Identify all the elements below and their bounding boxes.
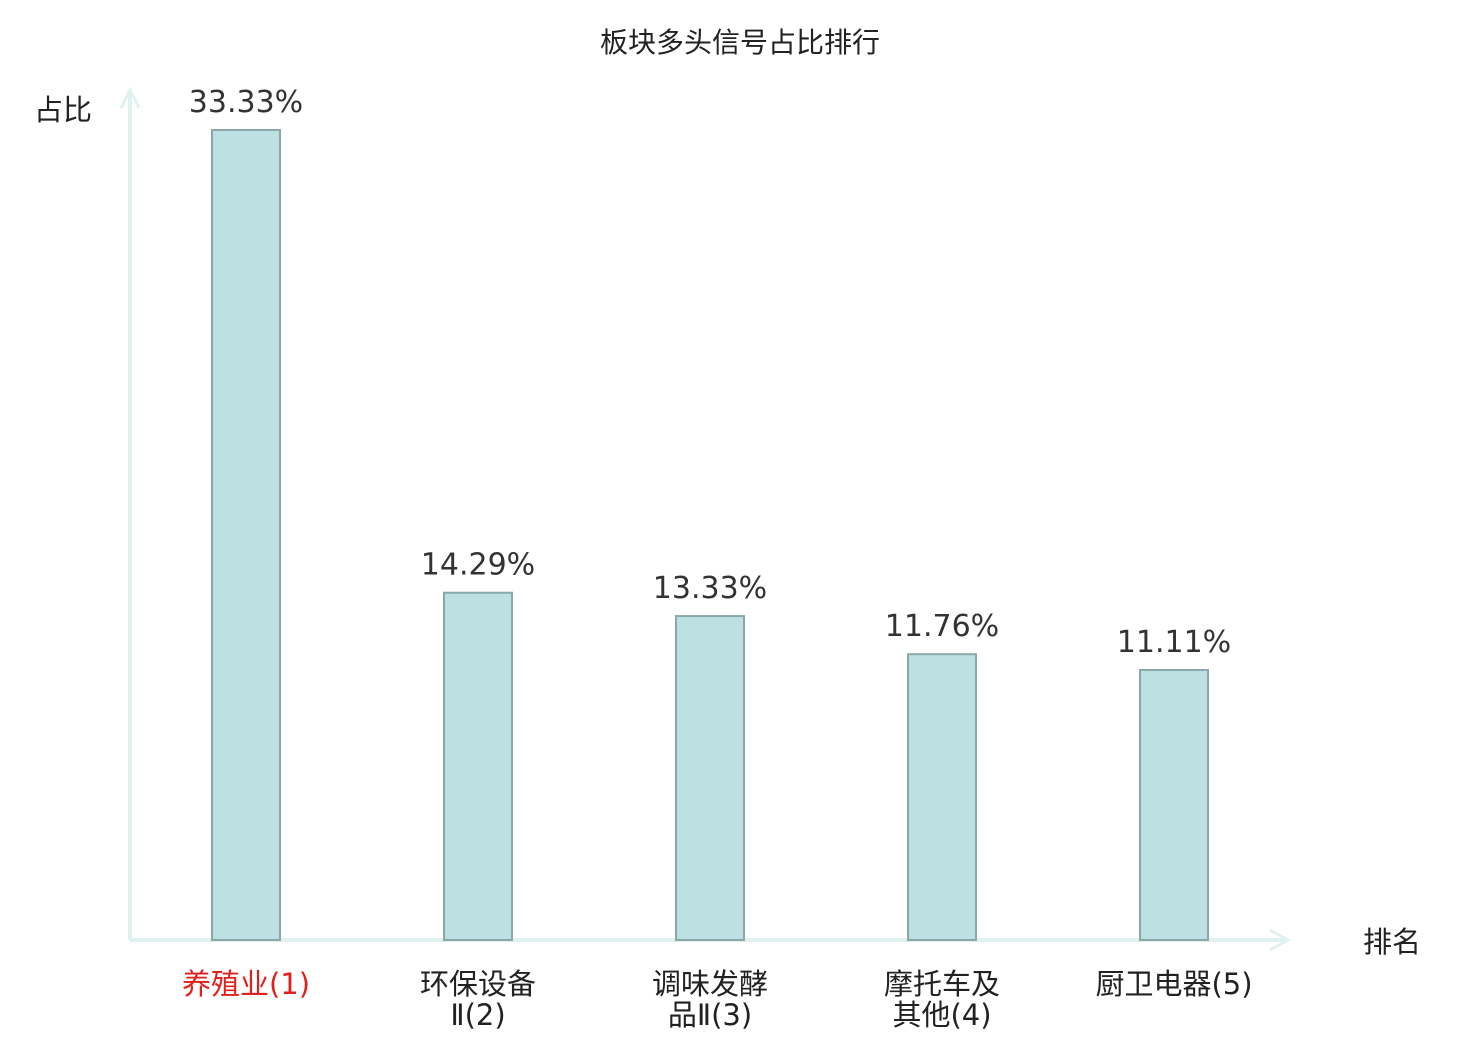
y-axis xyxy=(119,86,141,940)
category-label: 调味发酵 xyxy=(652,967,768,1001)
bar-value-label: 33.33% xyxy=(189,85,303,120)
category-label: 环保设备 xyxy=(420,967,536,1001)
bar xyxy=(1139,669,1209,941)
category-label: 摩托车及 xyxy=(884,967,1000,1001)
category-label: 品Ⅱ(3) xyxy=(668,998,752,1032)
chart-title: 板块多头信号占比排行 xyxy=(600,26,880,59)
category-label: 养殖业(1) xyxy=(182,967,310,1001)
bars-group xyxy=(211,129,1209,941)
value-labels-group: 33.33% 14.29% 13.33% 11.76% 11.11% xyxy=(189,85,1231,660)
bar xyxy=(907,653,977,941)
bar xyxy=(443,591,513,941)
category-label: 其他(4) xyxy=(892,998,991,1032)
y-axis-label: 占比 xyxy=(34,93,92,127)
bar xyxy=(675,615,745,941)
bar-value-label: 11.11% xyxy=(1117,625,1231,660)
x-axis-arrow xyxy=(1269,928,1292,952)
bar-value-label: 14.29% xyxy=(421,548,535,583)
y-axis-arrow xyxy=(119,86,141,109)
bar-value-label: 13.33% xyxy=(653,571,767,606)
bar xyxy=(211,129,281,941)
x-axis-label: 排名 xyxy=(1363,925,1421,959)
category-label: Ⅱ(2) xyxy=(450,998,505,1032)
bar-value-label: 11.76% xyxy=(885,609,999,644)
category-label: 厨卫电器(5) xyxy=(1095,967,1252,1001)
